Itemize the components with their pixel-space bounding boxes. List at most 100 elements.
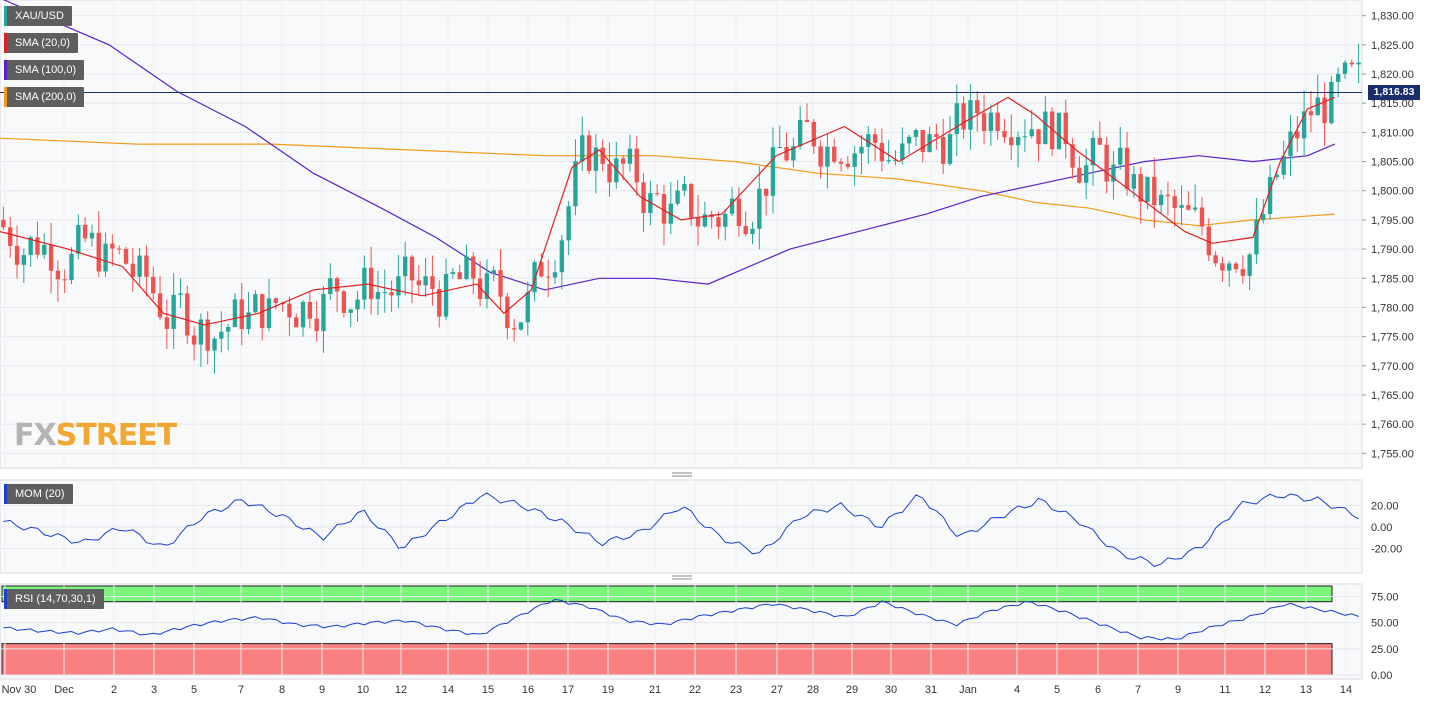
candle-body: [1233, 263, 1239, 270]
candle-body: [532, 262, 537, 293]
candle-body: [859, 146, 864, 154]
candle-body: [968, 100, 973, 130]
candle-body: [28, 237, 33, 256]
candle-body: [260, 294, 265, 329]
candle-body: [804, 119, 810, 122]
candle-body: [123, 249, 129, 264]
candle-body: [1131, 174, 1137, 189]
candle-body: [627, 148, 633, 164]
sma-20-line: [0, 96, 1336, 326]
candle-body: [1009, 137, 1014, 146]
panel-divider[interactable]: [672, 472, 692, 477]
candle-body: [552, 272, 558, 278]
candle-body: [614, 158, 619, 183]
legend-xauusd[interactable]: XAU/USD: [4, 6, 72, 26]
candle-body: [1097, 137, 1102, 145]
candle-body: [1240, 269, 1246, 276]
legend-sma-200[interactable]: SMA (200,0): [4, 87, 85, 107]
sma-100-line: [2, 0, 1336, 291]
legend-label: XAU/USD: [15, 10, 64, 22]
fxstreet-logo: FXSTREET: [14, 418, 178, 453]
time-tick-label: 7: [1135, 684, 1141, 696]
panel-divider[interactable]: [672, 575, 692, 580]
candle-body: [273, 298, 278, 303]
candle-body: [1179, 205, 1184, 208]
candle-body: [96, 232, 101, 272]
candle-body: [498, 270, 503, 297]
candle-body: [947, 134, 953, 164]
time-tick-label: 14: [442, 684, 454, 696]
candle-body: [1356, 62, 1361, 65]
candle-body: [437, 288, 442, 317]
candle-body: [620, 158, 626, 164]
time-tick-label: Dec: [54, 684, 74, 696]
legend-sma-100[interactable]: SMA (100,0): [4, 60, 85, 80]
price-tick-label: 1,810.00: [1371, 127, 1414, 139]
candle-body: [845, 163, 851, 167]
candle-body: [1015, 137, 1021, 146]
candle-body: [21, 255, 27, 265]
candle-body: [1213, 255, 1218, 264]
price-tick-label: 1,775.00: [1371, 332, 1414, 344]
candle-body: [314, 318, 319, 332]
candle-body: [1111, 164, 1116, 182]
candle-body: [661, 194, 667, 224]
mom-path: [3, 492, 1359, 568]
candle-body: [573, 161, 578, 207]
candle-body: [443, 274, 449, 317]
candle-body: [600, 147, 605, 164]
rsi-line: [3, 598, 1359, 641]
candle-body: [137, 255, 142, 277]
rsi-path: [3, 598, 1359, 641]
candle-body: [832, 146, 837, 162]
candle-body: [35, 237, 40, 255]
legend-mom[interactable]: MOM (20): [4, 484, 73, 504]
candle-body: [471, 256, 476, 279]
candle-body: [886, 160, 891, 162]
candle-body: [941, 137, 946, 164]
candle-body: [1118, 147, 1123, 165]
candle-body: [76, 224, 81, 254]
candle-body: [736, 198, 742, 226]
rsi-tick-label: 0.00: [1371, 670, 1392, 682]
rsi-tick-label: 75.00: [1371, 591, 1399, 603]
candle-body: [423, 276, 428, 286]
time-tick-label: 3: [151, 684, 157, 696]
candle-body: [852, 153, 857, 167]
candle-body: [477, 278, 483, 300]
time-tick-label: 6: [1095, 684, 1101, 696]
candle-body: [1158, 194, 1164, 205]
logo-street: STREET: [55, 418, 178, 453]
candle-body: [396, 276, 401, 296]
sma-path: [2, 0, 1336, 291]
candle-body: [287, 303, 292, 318]
candle-body: [198, 319, 204, 345]
candle-body: [593, 147, 599, 171]
candle-body: [1029, 129, 1034, 137]
candle-body: [1322, 97, 1327, 124]
time-tick-label: 11: [1219, 684, 1230, 696]
legend-sma-20[interactable]: SMA (20,0): [4, 33, 79, 53]
candle-body: [185, 293, 190, 336]
candle-body: [89, 232, 95, 239]
candle-body: [1261, 213, 1266, 221]
candle-body: [403, 256, 408, 277]
sma-200-line: [0, 137, 1335, 227]
candle-body: [1172, 196, 1177, 208]
time-tick-label: 17: [562, 684, 574, 696]
sma-path: [0, 96, 1336, 326]
time-tick-label: 28: [807, 684, 819, 696]
candle-body: [55, 270, 61, 280]
momentum-panel: 20.00 0.00 -20.00: [0, 479, 1402, 574]
legend-rsi[interactable]: RSI (14,70,30,1): [4, 589, 104, 609]
price-tick-label: 1,795.00: [1371, 215, 1414, 227]
candle-body: [450, 272, 456, 275]
candle-body: [559, 240, 565, 273]
candle-body: [1043, 111, 1048, 145]
candle-body: [566, 206, 571, 241]
candle-body: [130, 263, 135, 277]
candle-body: [225, 326, 231, 332]
time-tick-label: 13: [1300, 684, 1312, 696]
rsi-tick-label: 50.00: [1371, 618, 1399, 630]
